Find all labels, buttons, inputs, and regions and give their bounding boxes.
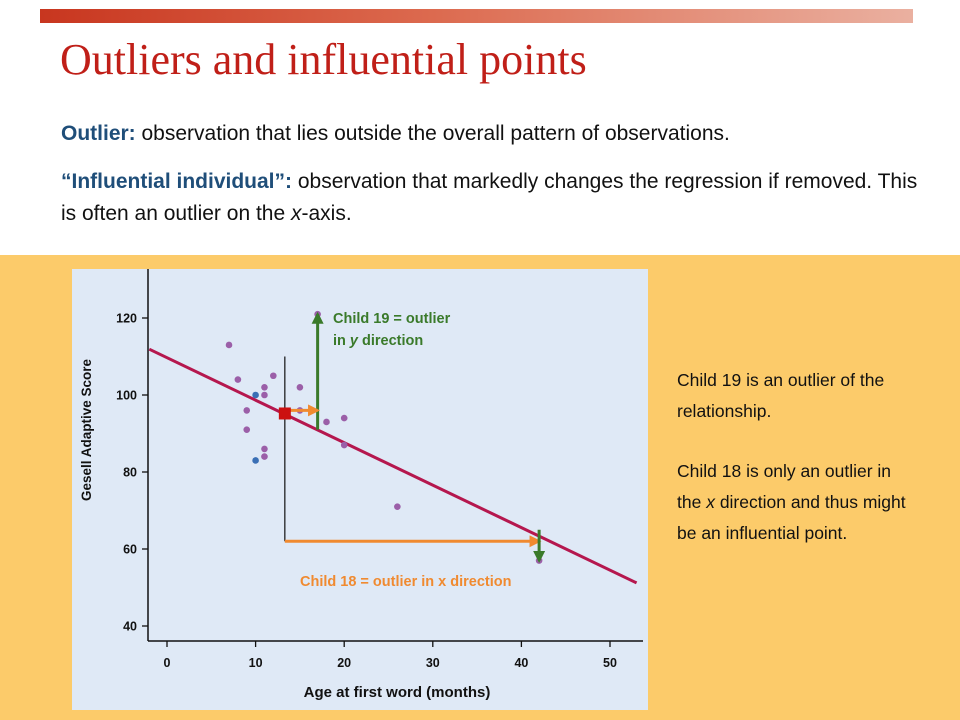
data-point-10 [261,453,268,460]
influential-definition-x: x [291,202,302,225]
child19-label-y: y [349,333,359,349]
outlier-definition: Outlier: observation that lies outside t… [61,118,921,150]
influential-definition-text-2: -axis. [301,202,352,225]
child19-label-in: in [333,333,350,349]
data-point-16 [340,414,348,422]
annotation-group [278,311,546,563]
data-point-12 [296,384,304,391]
mean-marker-square [278,407,291,420]
title-accent-bar [40,9,913,23]
y-tick-label-120: 120 [116,312,137,326]
slide-title: Outliers and influential points [60,35,587,84]
child18-explanation: Child 18 is only an outlier in the x dir… [677,456,917,549]
outlier-term: Outlier: [61,122,136,145]
influential-term: “Influential individual”: [61,170,292,193]
y-tick-label-100: 100 [116,389,137,403]
child18-explanation-1: Child 18 is only an outlier in the [677,461,892,512]
regression-line-group [148,347,638,585]
data-point-5 [252,391,259,399]
y-tick-label-40: 40 [123,620,137,634]
data-point-9 [261,445,268,453]
data-point-1 [225,341,233,349]
child19-label-line1: Child 19 = outlier [333,311,451,327]
data-point-8 [261,391,268,399]
data-point-18 [394,503,401,510]
x-axis-label: Age at first word (months) [304,684,491,701]
influential-definition: “Influential individual”: observation th… [61,166,921,230]
data-point-15 [323,418,330,426]
x-tick-label-40: 40 [514,656,528,670]
data-point-17 [340,441,348,449]
chart-axes: 40 60 80 100 120 0 10 20 30 40 50 [116,269,643,670]
x-tick-label-10: 10 [249,656,263,670]
data-point-11 [270,372,277,380]
x-tick-label-0: 0 [164,656,171,670]
x-tick-label-30: 30 [426,656,440,670]
child18-explanation-x: x [706,492,715,512]
x-tick-label-50: 50 [603,656,617,670]
data-point-2 [234,376,242,383]
child19-label-direction: direction [358,333,423,349]
y-axis-label: Gesell Adaptive Score [79,358,94,501]
data-point-7 [261,384,268,391]
regression-line [148,347,638,585]
outlier-definition-text: observation that lies outside the overal… [135,122,730,145]
x-tick-label-20: 20 [337,656,351,670]
child19-explanation: Child 19 is an outlier of the relationsh… [677,370,885,421]
y-tick-label-60: 60 [123,543,137,557]
chart-background [72,269,648,710]
influential-definition-text-1: observation that markedly changes the re… [61,170,918,225]
data-point-4 [243,426,251,433]
child18-label: Child 18 = outlier in x direction [300,574,512,590]
data-point-6 [252,457,259,464]
data-point-3 [243,407,251,414]
child19-label-line2: in y direction [333,333,423,349]
y-tick-label-80: 80 [123,466,137,480]
child18-explanation-2: direction and thus might be an influenti… [677,492,906,543]
